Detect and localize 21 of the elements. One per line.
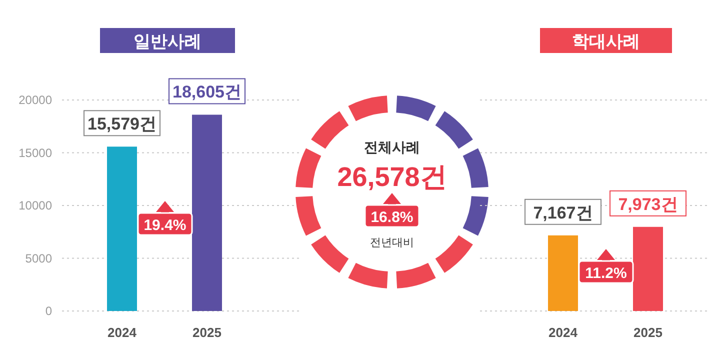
y-tick-label: 10000 bbox=[18, 198, 52, 212]
x-tick-label: 2024 bbox=[108, 325, 138, 340]
data-label: 7,167건 bbox=[533, 203, 593, 222]
y-tick-label: 0 bbox=[45, 304, 52, 318]
x-tick-label: 2024 bbox=[548, 325, 578, 340]
annotation: 11.2% bbox=[585, 265, 627, 282]
data-label: 15,579건 bbox=[88, 114, 156, 134]
chart-title: 일반사례 bbox=[134, 32, 202, 51]
chart-title: 학대사례 bbox=[572, 32, 640, 51]
annotation: 19.4% bbox=[144, 217, 186, 234]
y-tick-label: 15000 bbox=[18, 146, 52, 160]
text: 전체사례 bbox=[364, 139, 420, 155]
text: 전년대비 bbox=[370, 237, 414, 249]
data-label: 18,605건 bbox=[172, 82, 242, 102]
y-tick-label: 20000 bbox=[18, 93, 52, 107]
text: 16.8% bbox=[370, 209, 414, 226]
y-tick-label: 5000 bbox=[25, 251, 52, 266]
text: 26,578건 bbox=[337, 162, 447, 192]
x-tick-label: 2025 bbox=[192, 325, 222, 340]
x-tick-label: 2025 bbox=[634, 325, 662, 340]
data-label: 7,973건 bbox=[618, 194, 678, 214]
